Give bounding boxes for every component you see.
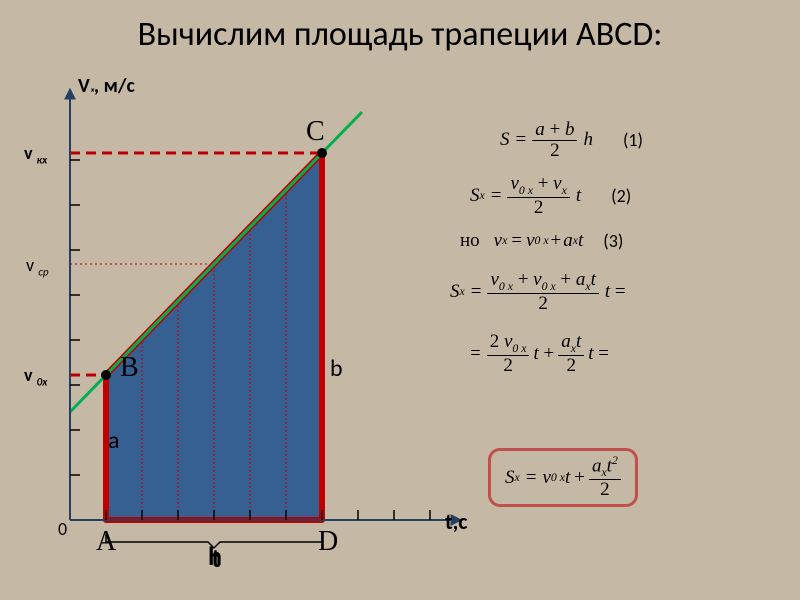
page-title: Вычислим площадь трапеции ABCD:: [0, 14, 800, 55]
y-axis-label: Vₓ, м/с: [78, 74, 135, 101]
eq4: Sx = v0 x + v0 x + axt 2 t =: [450, 270, 626, 314]
slide: Вычислим площадь трапеции ABCD: Vₓ, м/с …: [0, 0, 800, 600]
origin-label: 0: [58, 518, 67, 540]
point-A-label: A: [96, 526, 116, 558]
side-b-label: b: [330, 354, 343, 383]
velocity-time-chart: Vₓ, м/с t,c 0 v кх v ср v 0х A B C D a b…: [30, 80, 470, 580]
vkx-label: v кх: [24, 142, 47, 167]
chart-svg: [30, 80, 470, 580]
eq2: Sx = v0 x + vx 2 t (2): [470, 174, 631, 218]
final-box: Sx = v0 xt + axt2 2: [488, 448, 638, 507]
point-D-label: D: [318, 526, 338, 558]
eq1: S = a + b 2 h (1): [500, 120, 643, 161]
point-B-label: B: [120, 352, 139, 384]
side-a-label: a: [108, 426, 120, 455]
v0x-label: v 0х: [24, 364, 47, 389]
eq3: но vx = v0 x + axt (3): [460, 230, 623, 252]
point-C-label: C: [306, 116, 325, 148]
t-label-2: t: [206, 542, 226, 574]
eq5: = 2 v0 x 2 t + axt 2 t =: [470, 332, 609, 376]
formula-panel: S = a + b 2 h (1) Sx = v0 x + vx 2 t (2)…: [460, 120, 790, 580]
vcp-label: v ср: [26, 254, 49, 279]
eq-final: Sx = v0 xt + axt2 2: [488, 448, 638, 507]
